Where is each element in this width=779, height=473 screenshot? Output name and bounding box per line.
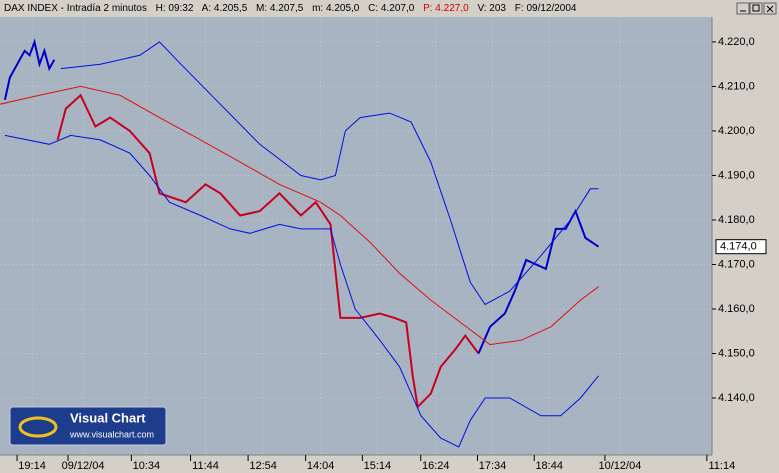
series-line (56, 93, 480, 410)
y-tick-label: 4.140,0 (718, 392, 755, 404)
logo-icon (18, 416, 58, 438)
series-line (60, 41, 599, 306)
header-field: m: 4.205,0 (312, 3, 360, 14)
x-tick-label: 15:14 (364, 460, 392, 472)
header-field: C: 4.207,0 (368, 3, 415, 14)
x-tick-label: 11:44 (192, 460, 219, 472)
header-field: F: 09/12/2004 (515, 3, 577, 14)
logo: Visual Chart www.visualchart.com (9, 406, 167, 446)
icon (752, 4, 760, 12)
x-tick-label: 10:34 (133, 460, 161, 472)
x-tick-label: 11:14 (709, 460, 736, 472)
y-tick-label: 4.210,0 (718, 80, 755, 92)
x-tick-label: 17:34 (479, 460, 507, 472)
logo-url: www.visualchart.com (69, 429, 154, 439)
x-tick-label: 16:24 (422, 460, 450, 472)
x-tick-label: 10/12/04 (599, 460, 642, 472)
logo-title: Visual Chart (70, 410, 146, 425)
x-tick-label: 19:14 (18, 460, 46, 472)
series-line (0, 85, 599, 346)
header-field: H: 09:32 (156, 3, 194, 14)
y-tick-label: 4.160,0 (718, 303, 755, 315)
x-tick-label: 18:44 (535, 460, 563, 472)
y-tick-label: 4.200,0 (718, 125, 755, 137)
plot-area (0, 17, 712, 455)
header-field: M: 4.207,5 (256, 3, 304, 14)
last-price-label: 4.174,0 (720, 241, 757, 253)
header: DAX INDEX - Intradía 2 minutos H: 09:32 … (4, 3, 577, 14)
header-field: P: 4.227,0 (423, 3, 469, 14)
x-tick-label: 14:04 (307, 460, 335, 472)
maximize-button[interactable] (749, 2, 763, 15)
y-tick-label: 4.190,0 (718, 169, 755, 181)
y-tick-label: 4.220,0 (718, 36, 755, 48)
header-field: V: 203 (477, 3, 506, 14)
header-field: A: 4.205,5 (202, 3, 248, 14)
x-tick-label: 12:54 (249, 460, 277, 472)
series-line (4, 134, 599, 448)
icon (766, 5, 774, 13)
last-price-box (715, 239, 767, 255)
series-line (477, 208, 600, 354)
window-buttons (736, 2, 777, 15)
header-title: DAX INDEX - Intradía 2 minutos (4, 3, 147, 14)
x-tick-label: 09/12/04 (62, 460, 105, 472)
y-tick-label: 4.170,0 (718, 258, 755, 270)
y-tick-label: 4.180,0 (718, 214, 755, 226)
grid (0, 17, 712, 455)
minimize-button[interactable] (736, 2, 750, 15)
series-line (3, 38, 56, 101)
plot (0, 38, 600, 448)
y-tick-label: 4.150,0 (718, 347, 755, 359)
